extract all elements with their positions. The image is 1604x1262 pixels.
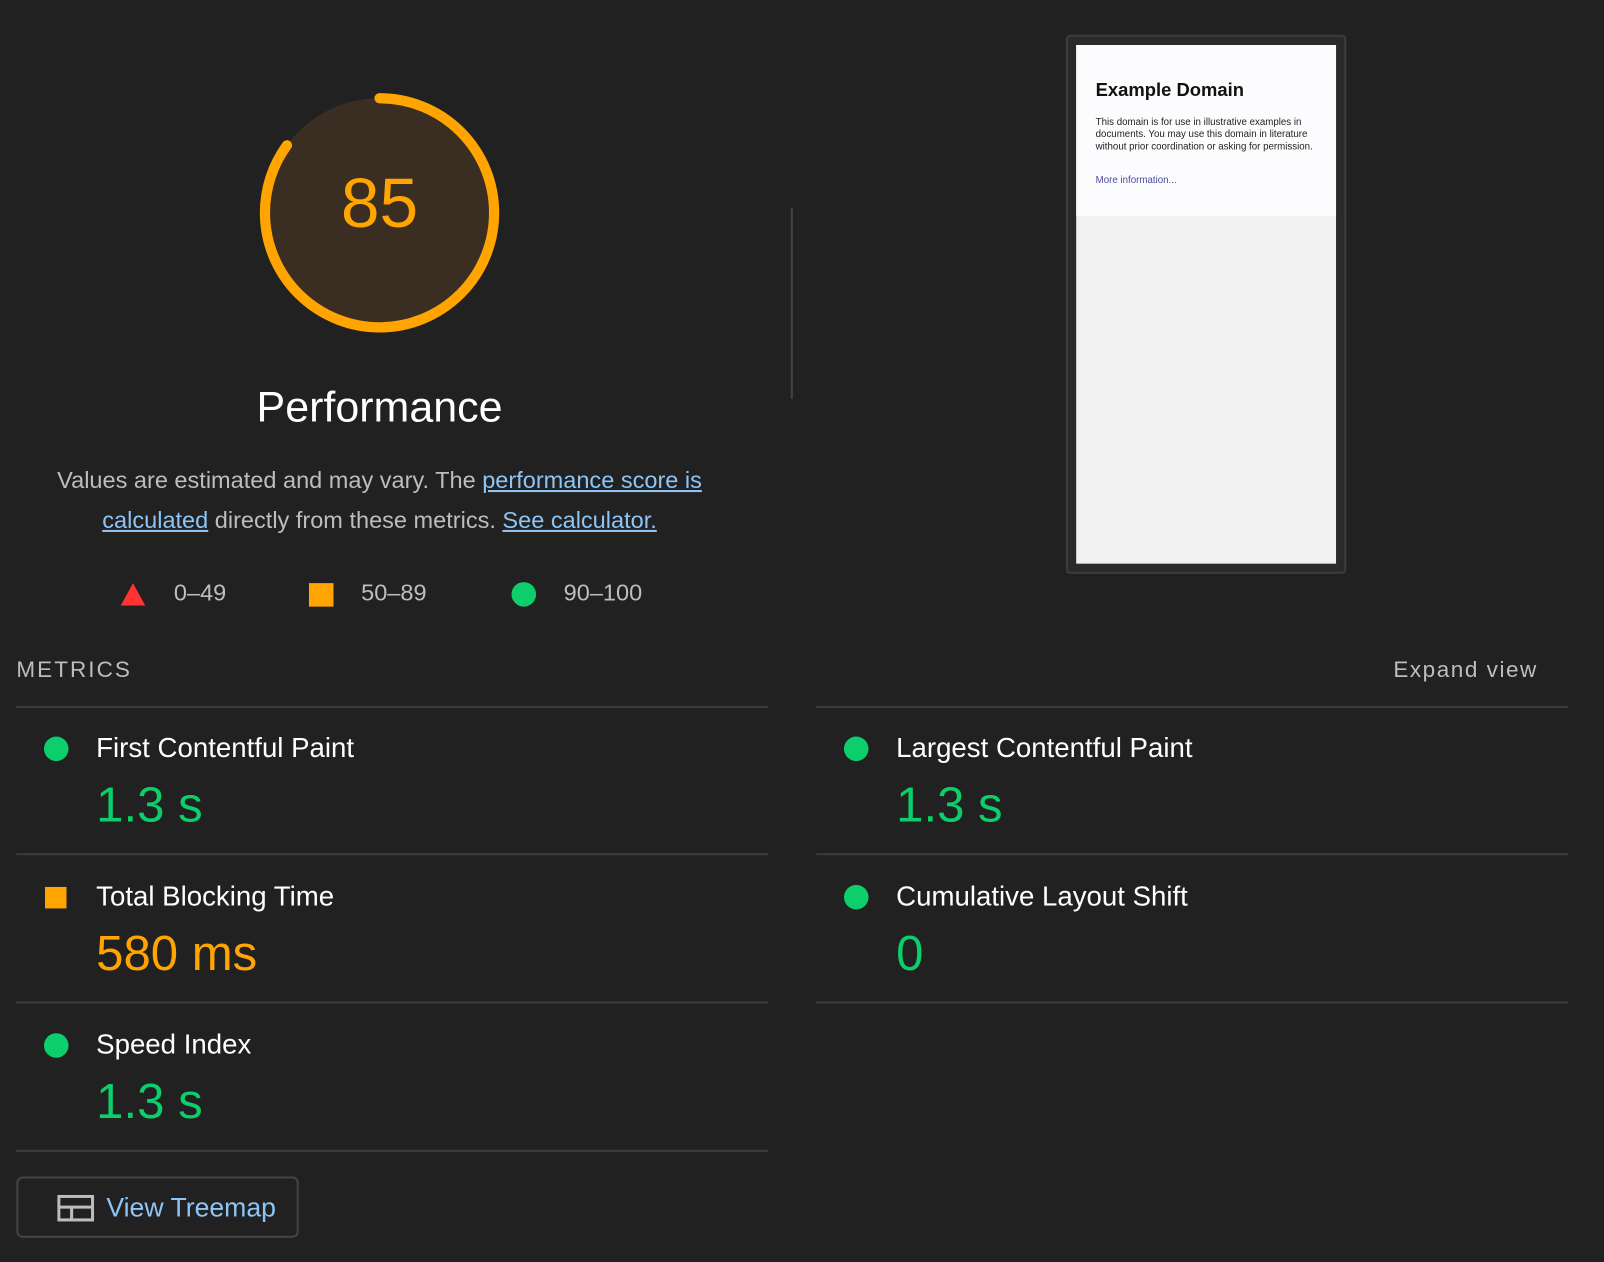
metric-value: 1.3 s — [96, 778, 203, 833]
gauge-arc — [259, 93, 500, 333]
metrics-heading: METRICS — [16, 656, 132, 683]
circle-icon — [43, 1033, 69, 1058]
divider — [16, 853, 769, 856]
view-treemap-label: View Treemap — [106, 1191, 276, 1223]
circle-icon — [843, 736, 869, 762]
square-icon — [308, 583, 334, 607]
divider — [816, 1001, 1569, 1004]
metric-label: Largest Contentful Paint — [896, 732, 1193, 764]
metric-label: First Contentful Paint — [96, 732, 355, 764]
metric-item: Total Blocking Time 580 ms — [16, 856, 769, 1004]
view-treemap-button[interactable]: View Treemap — [16, 1176, 299, 1238]
legend-fail: 0–49 — [173, 579, 227, 606]
metric-label: Speed Index — [96, 1029, 252, 1060]
final-screenshot[interactable]: Example Domain This domain is for use in… — [1065, 34, 1347, 574]
divider — [816, 853, 1569, 856]
divider — [16, 705, 769, 708]
metric-item: Speed Index 1.3 s — [16, 1005, 769, 1152]
screenshot-title: Example Domain — [1095, 79, 1245, 101]
metric-value: 1.3 s — [96, 1075, 203, 1130]
treemap-icon — [57, 1194, 95, 1222]
divider — [16, 1149, 769, 1152]
circle-icon — [43, 736, 69, 762]
metric-value: 580 ms — [96, 926, 258, 982]
screenshot-link: More information... — [1095, 174, 1177, 187]
description-text: directly from these metrics. — [208, 506, 503, 533]
square-icon — [45, 886, 67, 909]
score-calculated-link[interactable]: performance score is calculated — [102, 466, 702, 533]
divider — [790, 207, 793, 399]
metric-item: Cumulative Layout Shift 0 — [816, 856, 1569, 1004]
triangle-icon — [120, 583, 146, 606]
metric-value: 1.3 s — [896, 778, 1003, 833]
legend-average: 50–89 — [361, 579, 427, 606]
category-title: Performance — [256, 382, 503, 431]
performance-gauge — [259, 93, 500, 333]
metric-item: First Contentful Paint 1.3 s — [16, 708, 769, 856]
metric-label: Cumulative Layout Shift — [896, 880, 1188, 912]
legend-pass: 90–100 — [563, 579, 643, 606]
metric-item: Largest Contentful Paint 1.3 s — [816, 708, 1569, 856]
performance-score: 85 — [340, 164, 419, 243]
gauge-background — [264, 98, 495, 328]
see-calculator-link[interactable]: See calculator. — [502, 506, 657, 533]
score-description: Values are estimated and may vary. The p… — [20, 460, 738, 540]
screenshot-body: This domain is for use in illustrative e… — [1095, 116, 1313, 153]
metric-label: Total Blocking Time — [96, 880, 335, 912]
circle-icon — [511, 582, 537, 607]
expand-view-toggle[interactable]: Expand view — [1393, 656, 1538, 683]
circle-icon — [843, 884, 869, 910]
divider — [16, 1001, 769, 1004]
description-text: Values are estimated and may vary. The — [57, 466, 483, 494]
divider — [816, 705, 1569, 708]
metric-value: 0 — [896, 926, 924, 982]
